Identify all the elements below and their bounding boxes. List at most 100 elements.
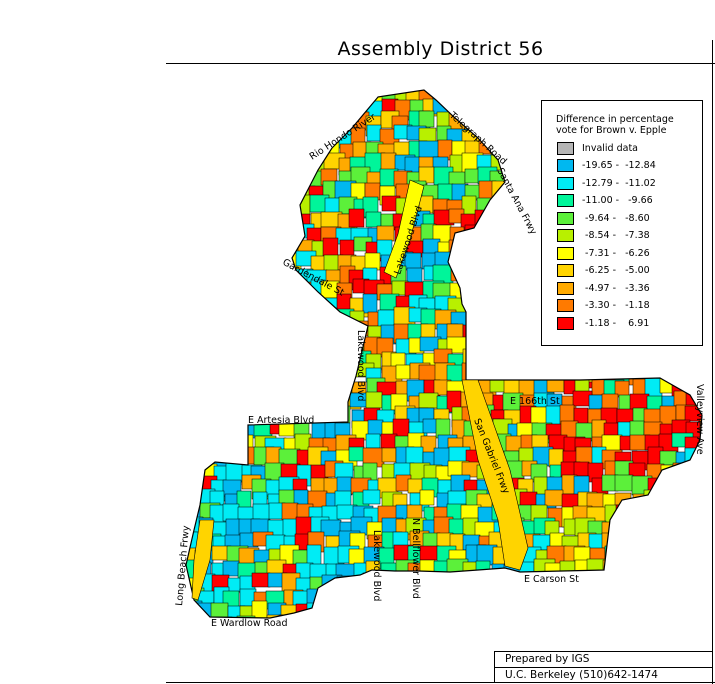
precinct-cell (348, 446, 365, 462)
precinct-cell (212, 180, 230, 196)
precinct-cell (223, 208, 242, 230)
precinct-cell (686, 461, 702, 480)
precinct-cell (630, 620, 648, 640)
precinct-cell (324, 376, 344, 394)
precinct-cell (186, 349, 201, 370)
precinct-cell (352, 619, 368, 635)
precinct-cell (252, 265, 270, 282)
precinct-cell (462, 591, 484, 611)
precinct-cell (255, 241, 271, 260)
precinct-cell (335, 334, 358, 354)
precinct-cell (363, 602, 380, 618)
precinct-cell (632, 90, 649, 101)
precinct-cell (338, 321, 354, 338)
precinct-cell (335, 97, 356, 120)
precinct-cell (521, 157, 538, 179)
precinct-cell (310, 394, 329, 412)
precinct-cell (701, 502, 702, 521)
precinct-cell (420, 615, 439, 618)
precinct-cell (211, 405, 227, 424)
precinct-cell (335, 591, 357, 614)
precinct-cell (209, 379, 230, 398)
precinct-cell (293, 306, 312, 325)
precinct-cell (321, 114, 344, 132)
precinct-cell (704, 198, 715, 212)
precinct-cell (658, 549, 680, 567)
legend-swatch (557, 159, 574, 172)
precinct-cell (488, 311, 509, 331)
precinct-cell (423, 575, 442, 591)
precinct-cell (241, 378, 260, 394)
precinct-cell (701, 532, 702, 554)
precinct-cell (642, 605, 663, 618)
precinct-cell (195, 322, 216, 341)
legend-item: -9.64 - -8.60 (557, 211, 650, 225)
precinct-cell (250, 210, 270, 227)
precinct-cell (225, 111, 244, 127)
precinct-cell (619, 588, 635, 604)
precinct-cell (223, 446, 242, 464)
precinct-cell (671, 602, 689, 618)
precinct-cell (380, 152, 397, 172)
precinct-cell (198, 297, 217, 317)
precinct-cell (324, 366, 346, 386)
legend-swatch (557, 246, 574, 260)
precinct-cell (225, 238, 247, 257)
precinct-cell (674, 559, 690, 581)
precinct-cell (518, 322, 541, 340)
precinct-cell (264, 281, 282, 299)
precinct-cell (209, 100, 230, 123)
precinct-cell (186, 182, 202, 205)
precinct-cell (642, 563, 664, 586)
precinct-cell (548, 587, 569, 610)
precinct-cell (674, 506, 693, 525)
precinct-cell (701, 464, 702, 486)
precinct-cell (199, 364, 221, 386)
precinct-cell (631, 600, 653, 616)
precinct-cell (549, 603, 567, 618)
precinct-cell (209, 337, 230, 355)
precinct-cell (474, 209, 493, 232)
precinct-cell (251, 309, 270, 328)
precinct-cell (222, 560, 240, 577)
precinct-cell (642, 546, 661, 562)
precinct-cell (282, 381, 300, 399)
precinct-cell (408, 605, 427, 618)
precinct-cell (265, 98, 284, 117)
precinct-cell (546, 614, 567, 618)
precinct-cell (492, 90, 512, 99)
precinct-cell (503, 322, 519, 343)
precinct-cell (703, 251, 715, 271)
frame-right-rule (712, 40, 713, 684)
precinct-cell (503, 577, 522, 600)
precinct-cell (614, 617, 634, 618)
legend-swatch (557, 141, 574, 155)
precinct-cell (197, 213, 218, 234)
precinct-cell (240, 362, 258, 382)
precinct-cell (224, 141, 240, 163)
precinct-cell (689, 560, 702, 576)
precinct-cell (196, 434, 218, 450)
precinct-cell (406, 267, 423, 283)
precinct-cell (704, 477, 715, 495)
precinct-cell (212, 432, 229, 452)
precinct-cell (280, 197, 303, 219)
precinct-cell (478, 337, 497, 353)
precinct-cell (320, 588, 343, 608)
precinct-cell (198, 350, 219, 372)
precinct-cell (237, 154, 260, 175)
precinct-cell (224, 268, 242, 290)
precinct-cell (703, 172, 715, 186)
precinct-cell (212, 115, 234, 133)
legend-item: -19.65 - -12.84 (557, 159, 656, 173)
precinct-cell (241, 352, 261, 368)
precinct-cell (660, 575, 678, 595)
precinct-cell (478, 238, 500, 259)
precinct-cell (573, 90, 596, 102)
precinct-cell (460, 278, 478, 301)
street-label-bellflower: N Bellflower Blvd (410, 518, 421, 599)
precinct-cell (419, 559, 436, 579)
precinct-cell (395, 364, 411, 380)
precinct-cell (349, 605, 368, 618)
precinct-cell (447, 617, 469, 618)
